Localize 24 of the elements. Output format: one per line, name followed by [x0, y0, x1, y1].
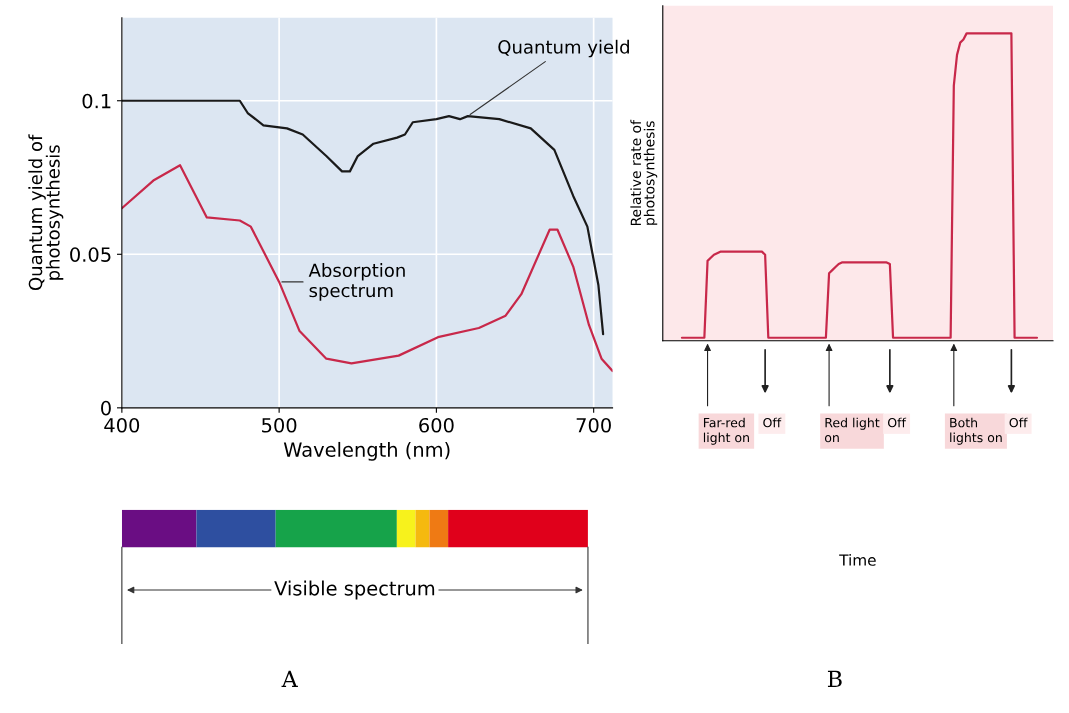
- y-tick-label: 0: [101, 400, 111, 416]
- text: Off: [888, 417, 907, 428]
- x-tick-label: 600: [419, 417, 454, 433]
- series-label: Absorption spectrum: [308, 263, 405, 301]
- text: Visible spectrum: [274, 580, 435, 600]
- x-tick-label: 400: [104, 417, 140, 433]
- y-axis-title: Relative rate of photosynthesis: [630, 119, 658, 226]
- y-axis-title: Quantum yield of photosynthesis: [28, 134, 64, 291]
- text: Off: [763, 417, 782, 428]
- text: Far-red light on: [703, 417, 749, 445]
- x-tick-label: 500: [262, 417, 297, 433]
- text: Quantum yield: [498, 39, 629, 58]
- text: Red light on: [824, 417, 880, 443]
- x-axis-title: Time: [839, 554, 876, 566]
- text: Off: [1009, 417, 1028, 428]
- y-tick-label: 0.05: [70, 247, 111, 262]
- text: B: [827, 670, 842, 687]
- line-series: [121, 99, 605, 336]
- x-tick-label: 700: [576, 417, 611, 433]
- text: Both lights on: [950, 417, 1002, 445]
- x-axis-title: Wavelength (nm): [283, 441, 450, 461]
- line-series: [121, 164, 613, 373]
- y-tick-label: 0.1: [82, 93, 111, 109]
- text: A: [281, 670, 298, 687]
